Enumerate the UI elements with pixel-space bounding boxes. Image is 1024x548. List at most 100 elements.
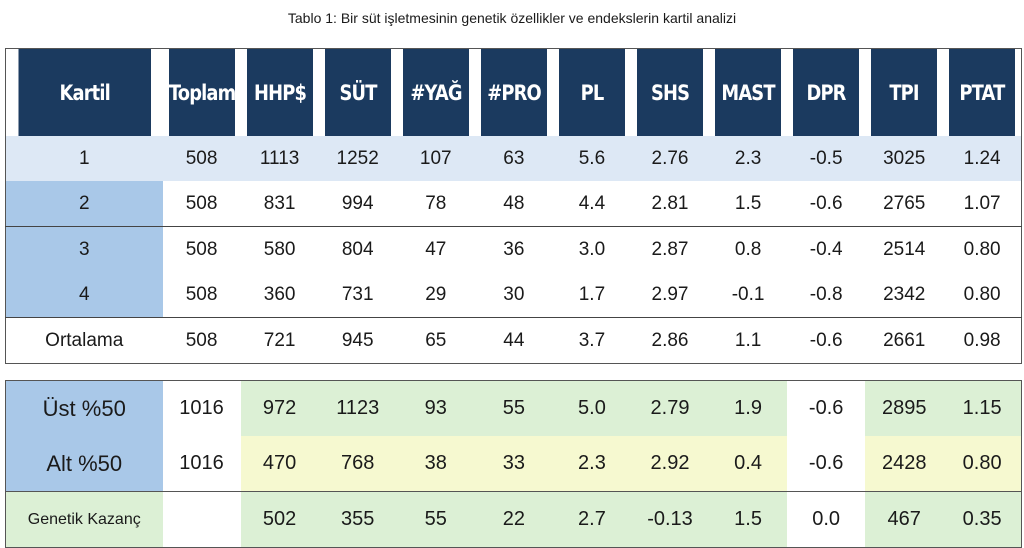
table-cell: 5.6: [552, 136, 631, 181]
summary-table: Üst %50 1016 972 1123 93 55 5.0 2.79 1.9 -0.6 2895…: [5, 380, 1022, 548]
column-header: TPI: [871, 48, 938, 136]
table-cell: 508: [162, 317, 241, 364]
table-cell: 1.9: [709, 380, 788, 436]
table-cell: 580: [240, 226, 319, 272]
row-label: Ortalama: [5, 317, 163, 364]
table-cell: -0.8: [809, 283, 843, 305]
table-cell: 55: [396, 491, 475, 548]
table-cell: 3.7: [552, 317, 631, 364]
table-cell: 3025: [865, 136, 944, 181]
table-cell: -0.6: [787, 317, 866, 364]
table-cell: 2514: [865, 226, 944, 272]
table-cell: 0.80: [943, 226, 1022, 272]
table-cell: 2.3: [552, 436, 631, 492]
table-cell: 22: [474, 491, 553, 548]
column-header: Kartil: [17, 48, 151, 136]
table-cell: 508: [162, 226, 241, 272]
table-cell: 107: [396, 136, 475, 181]
table-cell: 2342: [883, 283, 926, 305]
table-cell: 2765: [883, 192, 926, 214]
table-cell: 1.7: [578, 283, 606, 305]
table-cell: 508: [185, 283, 218, 305]
table-cell: 5.0: [552, 380, 631, 436]
column-header: PL: [558, 48, 626, 136]
table-cell: 2661: [865, 317, 944, 364]
table-cell: 1252: [318, 136, 397, 181]
table-cell: 44: [474, 317, 553, 364]
table-cell: 2.87: [630, 226, 710, 272]
table-cell: -0.6: [787, 380, 866, 436]
table-cell: 721: [240, 317, 319, 364]
table-cell: 0.80: [943, 436, 1022, 492]
table-cell: 2.92: [630, 436, 710, 492]
table-cell: 47: [396, 226, 475, 272]
table-cell: 1113: [240, 136, 319, 181]
column-header: #YAĞ: [402, 48, 469, 136]
table-cell: 0.4: [709, 436, 788, 492]
row-label: 4: [5, 272, 163, 318]
column-header: SHS: [636, 48, 704, 136]
table-cell: -0.1: [731, 283, 765, 305]
table-cell: 508: [185, 192, 218, 214]
table-cell: 2.76: [630, 136, 710, 181]
table-cell: 78: [425, 192, 447, 214]
column-header: #PRO: [480, 48, 548, 136]
table-cell: 831: [263, 192, 296, 214]
table-cell: -0.6: [787, 436, 866, 492]
table-cell: -0.13: [630, 491, 710, 548]
table-cell: -0.6: [809, 192, 843, 214]
table-cell: 48: [503, 192, 525, 214]
row-label: Üst %50: [5, 380, 163, 436]
table-cell: 0.8: [709, 226, 788, 272]
row-label: Genetik Kazanç: [5, 491, 163, 548]
table-cell: 470: [240, 436, 319, 492]
table-cell: 0.35: [943, 491, 1022, 548]
table-cell: 768: [318, 436, 397, 492]
table-cell: 1016: [162, 380, 241, 436]
table-cell: -0.4: [787, 226, 866, 272]
table-caption: Tablo 1: Bir süt işletmesinin genetik öz…: [287, 10, 737, 26]
table-cell: 4.4: [578, 192, 606, 214]
table-cell: 93: [396, 380, 475, 436]
table-cell: 2.7: [552, 491, 631, 548]
table-cell: 38: [396, 436, 475, 492]
table-cell: 804: [318, 226, 397, 272]
table-cell: 36: [474, 226, 553, 272]
table-cell: 1.5: [734, 192, 762, 214]
table-cell: 972: [240, 380, 319, 436]
table-cell: 1.24: [943, 136, 1022, 181]
table-cell: 467: [865, 491, 944, 548]
quartile-table: Kartil Toplam HHP$ SÜT #YAĞ #PRO PL SHS MAST DPR T…: [5, 48, 1022, 364]
header-row: Kartil Toplam HHP$ SÜT #YAĞ #PRO PL SHS MAST DPR T…: [6, 48, 1022, 136]
table-cell: 2.3: [709, 136, 788, 181]
table-cell: 1016: [162, 436, 241, 492]
table-cell: 30: [503, 283, 525, 305]
table-cell: 0.80: [963, 283, 1001, 305]
column-header: SÜT: [324, 48, 391, 136]
table-cell: 55: [474, 380, 553, 436]
column-header: HHP$: [246, 48, 313, 136]
table-cell: 0.0: [787, 491, 866, 548]
table-cell: 63: [474, 136, 553, 181]
genetic-gain-row: Genetik Kazanç 502 355 55 22 2.7 -0.13 1.5 0.0 46…: [5, 491, 1022, 548]
table-cell: 355: [318, 491, 397, 548]
row-label: Alt %50: [5, 436, 163, 492]
table-cell: 502: [240, 491, 319, 548]
table-cell: 1.1: [709, 317, 788, 364]
table-cell: 29: [425, 283, 447, 305]
column-header: PTAT: [949, 48, 1016, 136]
table-row: 3 508 580 804 47 36 3.0 2.87 0.8 -0.4 2514 0.80: [5, 226, 1022, 272]
table-cell: 1.5: [709, 491, 788, 548]
table-cell: 1.07: [963, 192, 1001, 214]
table-cell: 1123: [318, 380, 397, 436]
row-label: 3: [5, 226, 163, 272]
table-cell: 33: [474, 436, 553, 492]
table-row: 4 508 360 731 29 30 1.7 2.97 -0.1 -0.8 2342 0.80: [5, 272, 1022, 318]
column-header: MAST: [714, 48, 782, 136]
table-cell: 2428: [865, 436, 944, 492]
table-cell: 2.81: [651, 192, 689, 214]
summary-row: Alt %50 1016 470 768 38 33 2.3 2.92 0.4 -0.6 2428 0…: [5, 436, 1022, 492]
table-cell: 3.0: [552, 226, 631, 272]
table-cell: 65: [396, 317, 475, 364]
summary-row: Üst %50 1016 972 1123 93 55 5.0 2.79 1.9 -0.6 2895…: [5, 380, 1022, 436]
